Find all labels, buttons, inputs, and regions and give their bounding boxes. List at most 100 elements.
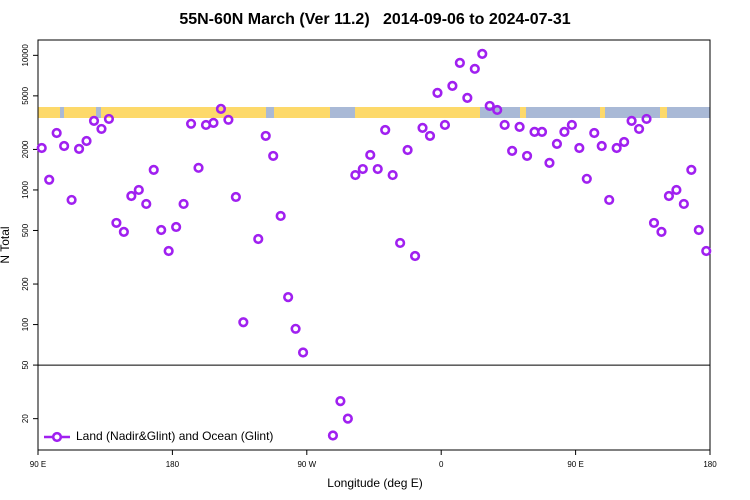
data-point bbox=[611, 142, 622, 154]
data-point bbox=[51, 127, 62, 139]
data-point bbox=[253, 233, 264, 245]
data-point bbox=[656, 226, 667, 237]
data-point bbox=[409, 250, 421, 262]
x-tick-label: 180 bbox=[703, 460, 717, 469]
data-point bbox=[536, 126, 548, 137]
data-point bbox=[238, 317, 249, 328]
data-point bbox=[327, 430, 339, 441]
data-point bbox=[507, 145, 518, 157]
data-point bbox=[566, 119, 577, 131]
data-point bbox=[633, 123, 645, 135]
data-point bbox=[678, 198, 689, 210]
data-point bbox=[372, 163, 383, 175]
data-point bbox=[439, 119, 451, 131]
data-point bbox=[268, 150, 279, 162]
data-point bbox=[686, 164, 697, 175]
y-tick-label: 20 bbox=[21, 414, 30, 423]
x-tick-label: 90 E bbox=[30, 460, 46, 469]
data-point bbox=[148, 164, 159, 175]
data-point bbox=[492, 104, 503, 116]
data-point bbox=[342, 413, 353, 424]
data-point bbox=[215, 103, 227, 115]
data-point bbox=[395, 237, 406, 249]
data-point bbox=[223, 114, 234, 125]
ocean-band bbox=[96, 107, 101, 118]
x-tick-label: 90 E bbox=[567, 460, 583, 469]
data-point bbox=[103, 113, 115, 125]
y-tick-label: 1000 bbox=[21, 181, 30, 199]
data-point bbox=[88, 115, 100, 126]
data-point bbox=[499, 119, 510, 131]
data-point bbox=[380, 124, 391, 136]
data-point bbox=[297, 347, 309, 358]
data-point bbox=[133, 184, 144, 196]
data-point bbox=[701, 245, 712, 257]
data-point bbox=[581, 173, 592, 184]
x-tick-label: 90 W bbox=[297, 460, 316, 469]
plot-frame bbox=[37, 39, 711, 451]
data-point bbox=[163, 245, 174, 257]
data-point bbox=[260, 130, 271, 142]
data-point bbox=[477, 48, 488, 59]
y-tick-label: 2000 bbox=[21, 140, 30, 158]
data-point bbox=[521, 150, 533, 162]
y-tick-label: 100 bbox=[21, 317, 30, 331]
land-band bbox=[660, 107, 667, 118]
data-point bbox=[290, 323, 301, 334]
data-point bbox=[111, 217, 122, 229]
data-point bbox=[283, 291, 294, 303]
land-band bbox=[600, 107, 605, 118]
data-point bbox=[619, 136, 630, 148]
x-axis-label: Longitude (deg E) bbox=[327, 476, 422, 490]
data-point bbox=[589, 127, 600, 139]
data-point bbox=[417, 122, 428, 134]
land-band bbox=[38, 107, 330, 118]
data-point bbox=[551, 138, 563, 149]
legend-label: Land (Nadir&Glint) and Ocean (Glint) bbox=[76, 429, 273, 443]
data-point bbox=[693, 224, 704, 236]
data-point bbox=[574, 142, 585, 154]
data-point bbox=[357, 163, 368, 175]
data-point bbox=[275, 210, 286, 222]
data-point bbox=[185, 118, 197, 129]
data-point bbox=[44, 174, 55, 185]
data-point bbox=[171, 221, 182, 233]
data-point bbox=[208, 117, 219, 128]
data-point bbox=[544, 157, 555, 168]
data-point bbox=[59, 140, 70, 152]
data-point bbox=[484, 100, 495, 112]
data-point bbox=[626, 115, 637, 126]
data-point bbox=[96, 123, 107, 135]
data-point bbox=[424, 130, 436, 142]
ocean-band bbox=[266, 107, 274, 118]
land-band bbox=[355, 107, 480, 118]
ocean-band bbox=[60, 107, 64, 118]
land-ocean-strip bbox=[38, 107, 710, 118]
land-band bbox=[520, 107, 526, 118]
data-point bbox=[432, 87, 443, 98]
data-point bbox=[66, 194, 77, 206]
data-point bbox=[36, 142, 47, 154]
data-point bbox=[559, 126, 570, 137]
data-point bbox=[454, 57, 465, 68]
chart-title: 55N-60N March (Ver 11.2) 2014-09-06 to 2… bbox=[179, 11, 570, 28]
data-point bbox=[604, 194, 615, 206]
data-point bbox=[469, 63, 480, 74]
data-point bbox=[141, 198, 152, 210]
y-tick-label: 200 bbox=[21, 277, 30, 291]
data-point bbox=[648, 217, 660, 229]
data-point bbox=[365, 149, 376, 161]
data-point bbox=[663, 190, 675, 202]
data-point bbox=[81, 135, 92, 147]
y-tick-label: 10000 bbox=[21, 44, 30, 67]
data-point bbox=[350, 169, 361, 181]
data-point bbox=[387, 169, 398, 181]
x-tick-label: 180 bbox=[166, 460, 180, 469]
data-point bbox=[596, 140, 607, 152]
data-point bbox=[126, 190, 137, 202]
y-axis-label: N Total bbox=[0, 226, 12, 263]
data-point bbox=[335, 396, 346, 407]
data-point bbox=[193, 162, 204, 173]
